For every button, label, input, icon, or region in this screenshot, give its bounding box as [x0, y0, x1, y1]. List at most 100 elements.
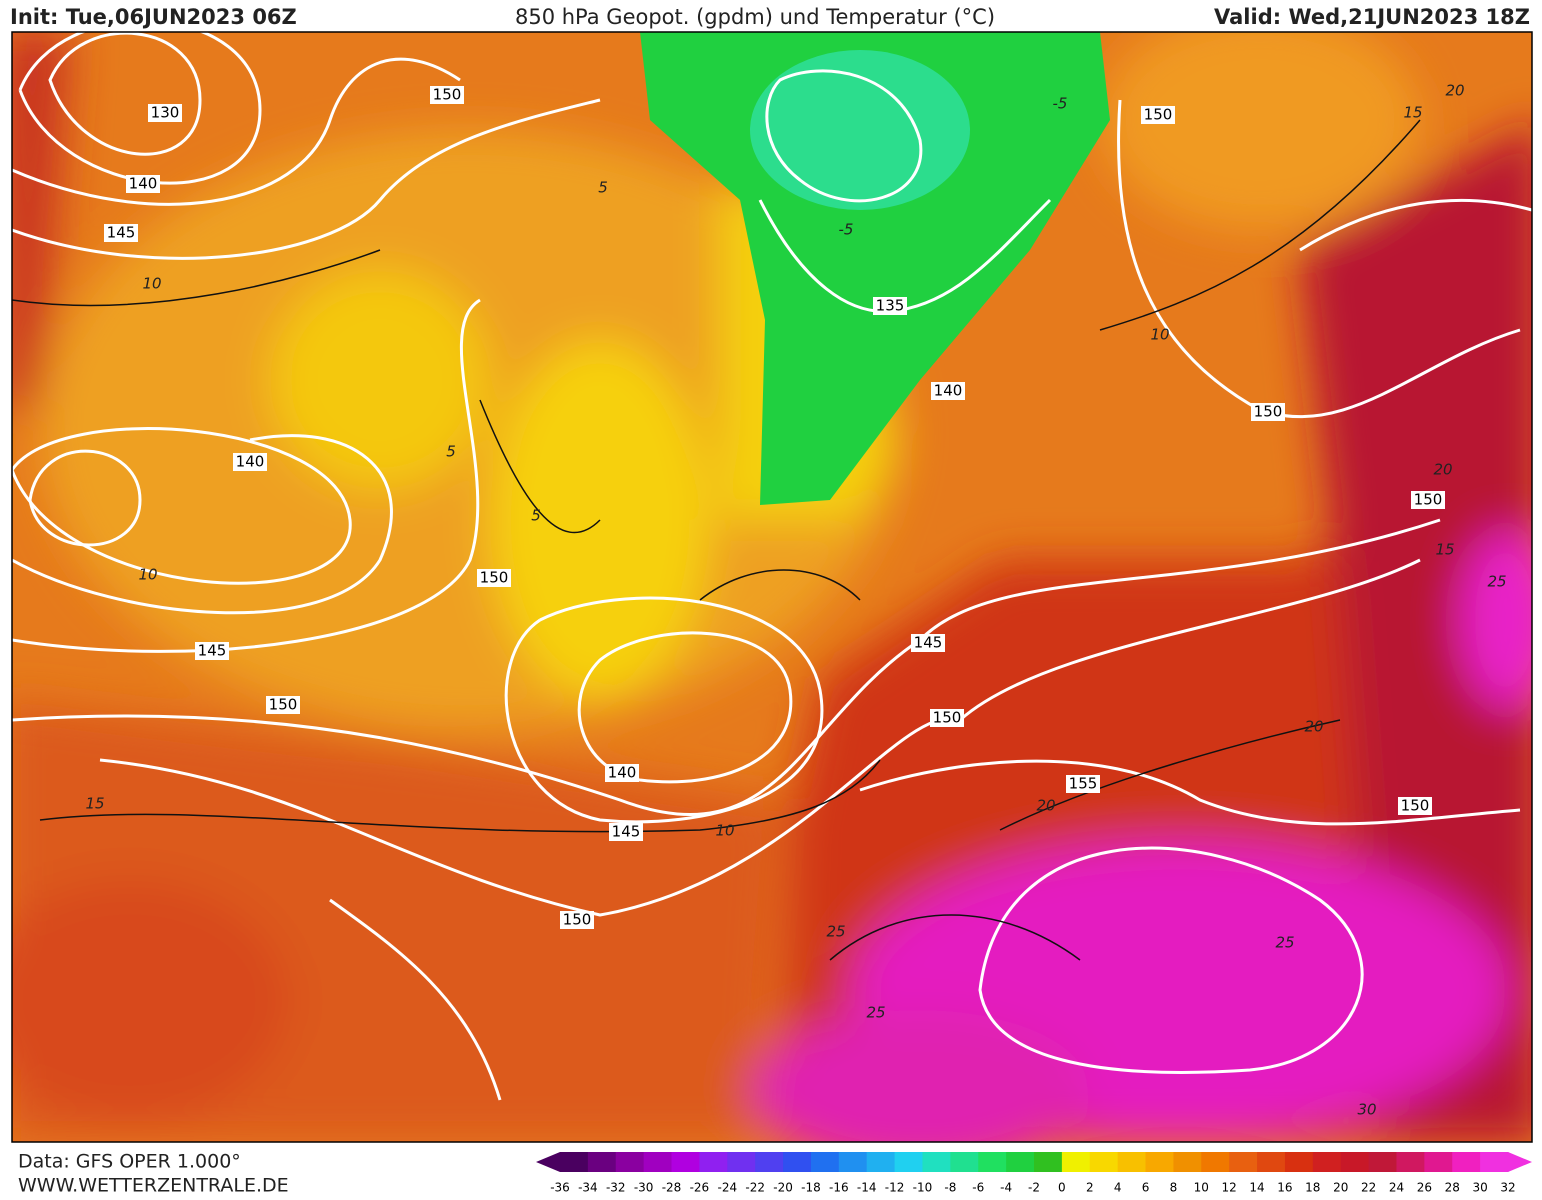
geopotential-label: 155	[1069, 775, 1098, 793]
colorbar-label: 4	[1114, 1181, 1122, 1195]
colorbar-label: -20	[773, 1181, 793, 1195]
colorbar-swatch	[810, 1152, 840, 1172]
temperature-label: 10	[138, 566, 157, 584]
colorbar-label: -28	[662, 1181, 682, 1195]
colorbar-swatch	[1257, 1152, 1286, 1172]
geopotential-label: 150	[480, 569, 509, 587]
colorbar-swatch	[755, 1152, 784, 1172]
colorbar-label: 10	[1194, 1181, 1209, 1195]
geopotential-label-box	[266, 696, 300, 714]
colorbar-label: 18	[1305, 1181, 1320, 1195]
geopotential-label: 150	[1401, 797, 1430, 815]
website: WWW.WETTERZENTRALE.DE	[18, 1175, 289, 1197]
colorbar-swatch	[560, 1152, 589, 1172]
colorbar-swatch	[894, 1152, 923, 1172]
colorbar-swatch	[1480, 1152, 1509, 1172]
colorbar-label: -16	[829, 1181, 849, 1195]
colorbar-swatch	[1006, 1152, 1035, 1172]
colorbar-label: -32	[606, 1181, 626, 1195]
colorbar-label: 32	[1500, 1181, 1515, 1195]
geopotential-label: 145	[914, 634, 943, 652]
geopotential-label: 150	[1254, 403, 1283, 421]
geopotential-label-box	[1066, 775, 1100, 793]
colorbar-label: -4	[1000, 1181, 1012, 1195]
geopotential-label: 150	[269, 696, 298, 714]
geopotential-label-box	[1141, 106, 1175, 124]
colorbar-label: -22	[745, 1181, 765, 1195]
colorbar-swatch	[1229, 1152, 1258, 1172]
geopotential-label-box	[195, 642, 229, 660]
geopotential-label-box	[931, 382, 965, 400]
colorbar-label: -36	[550, 1181, 570, 1195]
colorbar-swatch	[950, 1152, 979, 1172]
colorbar-swatch	[783, 1152, 812, 1172]
geopotential-label-box	[609, 823, 643, 841]
geopotential-label-box	[605, 764, 639, 782]
valid-time: Valid: Wed,21JUN2023 18Z	[1214, 5, 1530, 29]
colorbar-swatch	[1061, 1152, 1091, 1172]
temperature-label: 20	[1433, 461, 1452, 479]
colorbar-swatch	[699, 1152, 728, 1172]
colorbar-swatch	[1284, 1152, 1314, 1172]
colorbar-swatch	[587, 1152, 617, 1172]
geopotential-label: 150	[1414, 491, 1443, 509]
geopotential-label: 140	[608, 764, 637, 782]
colorbar-label: 22	[1361, 1181, 1376, 1195]
geopotential-label: 140	[129, 175, 158, 193]
geopotential-label: 135	[876, 297, 905, 315]
data-source: Data: GFS OPER 1.000°	[18, 1151, 241, 1173]
geopotential-label: 150	[433, 86, 462, 104]
colorbar-swatch	[727, 1152, 756, 1172]
colorbar-label: -6	[972, 1181, 984, 1195]
temperature-label: -5	[1053, 95, 1068, 113]
temperature-label: 15	[1435, 541, 1454, 559]
geopotential-contours	[12, 32, 1532, 1101]
geopotential-label-box	[873, 297, 907, 315]
geopotential-label-box	[104, 224, 138, 242]
geopotential-label: 150	[563, 911, 592, 929]
temperature-label: 10	[142, 275, 161, 293]
colorbar-swatch	[1034, 1152, 1063, 1172]
temperature-contours	[12, 119, 1421, 961]
geopotential-label-box	[148, 104, 182, 122]
colorbar-swatch	[1424, 1152, 1453, 1172]
colorbar-swatch	[615, 1152, 645, 1172]
colorbar-swatch	[1368, 1152, 1397, 1172]
geopotential-label: 150	[933, 709, 962, 727]
geopotential-label: 130	[151, 104, 180, 122]
geopotential-label-box	[233, 453, 267, 471]
colorbar-swatch	[1396, 1152, 1425, 1172]
colorbar-swatch	[866, 1152, 896, 1172]
colorbar-label: -26	[690, 1181, 710, 1195]
colorbar-end	[1508, 1152, 1532, 1172]
colorbar-swatch	[1145, 1152, 1174, 1172]
geopotential-label-box	[1251, 403, 1285, 421]
temperature-label: 10	[1150, 326, 1169, 344]
colorbar-label: 26	[1417, 1181, 1432, 1195]
temperature-label: 10	[715, 822, 734, 840]
init-time: Init: Tue,06JUN2023 06Z	[10, 5, 297, 29]
colorbar-label: -34	[578, 1181, 598, 1195]
colorbar-swatch	[1312, 1152, 1342, 1172]
temperature-label: 5	[531, 507, 541, 525]
geopotential-label-box	[1411, 491, 1445, 509]
geopotential-label-box	[1398, 797, 1432, 815]
colorbar-label: 12	[1222, 1181, 1237, 1195]
colorbar-swatch	[1089, 1152, 1119, 1172]
temperature-label: 20	[1445, 82, 1464, 100]
temperature-label: 5	[446, 443, 456, 461]
geopotential-label: 145	[612, 823, 641, 841]
colorbar-label: -8	[944, 1181, 956, 1195]
colorbar-label: -12	[885, 1181, 905, 1195]
cold-core	[750, 50, 970, 210]
geopotential-label-box	[430, 86, 464, 104]
geopotential-label-box	[911, 634, 945, 652]
colorbar-swatch	[671, 1152, 700, 1172]
colorbar-label: 20	[1333, 1181, 1348, 1195]
colorbar-label: 28	[1445, 1181, 1460, 1195]
temperature-label: 25	[1487, 573, 1506, 591]
colorbar-label: 24	[1389, 1181, 1404, 1195]
map-frame	[11, 31, 1533, 1143]
geopotential-label: 145	[198, 642, 227, 660]
